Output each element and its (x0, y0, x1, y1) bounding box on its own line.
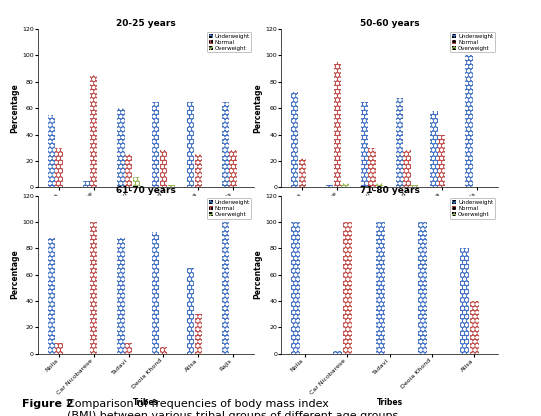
Bar (438, 134, 445, 187)
Bar (418, 222, 427, 354)
Bar (403, 150, 411, 187)
Bar (361, 102, 368, 187)
Bar (152, 233, 160, 354)
Bar (222, 102, 229, 187)
Bar (334, 62, 341, 187)
Bar (48, 115, 55, 187)
Bar (376, 183, 384, 187)
X-axis label: Tribes: Tribes (377, 232, 403, 241)
Bar (291, 222, 300, 354)
Bar (160, 347, 167, 354)
Bar (125, 343, 133, 354)
Bar (90, 75, 97, 187)
Bar (152, 102, 160, 187)
Bar (341, 183, 348, 187)
Bar (470, 301, 479, 354)
Text: Comparison of frequencies of body mass index
(BMI) between various tribal groups: Comparison of frequencies of body mass i… (67, 399, 401, 416)
X-axis label: Tribes: Tribes (377, 398, 403, 407)
Bar (299, 158, 306, 187)
Bar (117, 108, 124, 187)
Bar (368, 148, 376, 187)
Legend: Underweight, Normal, Overweight: Underweight, Normal, Overweight (207, 32, 252, 52)
Bar (160, 150, 167, 187)
Bar (133, 177, 140, 187)
Bar (222, 222, 229, 354)
Bar (465, 55, 472, 187)
Bar (55, 343, 63, 354)
Text: Figure 2: Figure 2 (22, 399, 77, 409)
Bar (55, 148, 63, 187)
Legend: Underweight, Normal, Overweight: Underweight, Normal, Overweight (450, 32, 495, 52)
Legend: Underweight, Normal, Overweight: Underweight, Normal, Overweight (207, 198, 252, 219)
X-axis label: Tribes: Tribes (133, 398, 159, 407)
Bar (343, 222, 352, 354)
Bar (195, 314, 202, 354)
Bar (333, 351, 342, 354)
Bar (326, 185, 333, 187)
Bar (187, 102, 194, 187)
Bar (395, 98, 403, 187)
Bar (411, 185, 418, 187)
Y-axis label: Percentage: Percentage (254, 83, 262, 133)
Bar (229, 150, 237, 187)
Bar (117, 238, 124, 354)
Bar (48, 238, 55, 354)
Bar (431, 111, 438, 187)
Title: 20-25 years: 20-25 years (116, 19, 176, 28)
Bar (125, 154, 133, 187)
X-axis label: Tribes: Tribes (133, 232, 159, 241)
Title: 71-80 years: 71-80 years (360, 186, 419, 195)
Y-axis label: Percentage: Percentage (10, 83, 19, 133)
Bar (376, 222, 385, 354)
Y-axis label: Percentage: Percentage (254, 250, 262, 300)
Legend: Underweight, Normal, Overweight: Underweight, Normal, Overweight (450, 198, 495, 219)
Bar (291, 92, 299, 187)
Bar (90, 222, 97, 354)
Bar (83, 181, 90, 187)
Bar (460, 248, 469, 354)
Bar (187, 268, 194, 354)
Bar (195, 154, 202, 187)
Bar (168, 185, 175, 187)
Title: 50-60 years: 50-60 years (360, 19, 419, 28)
Title: 61-70 years: 61-70 years (116, 186, 176, 195)
Y-axis label: Percentage: Percentage (10, 250, 19, 300)
